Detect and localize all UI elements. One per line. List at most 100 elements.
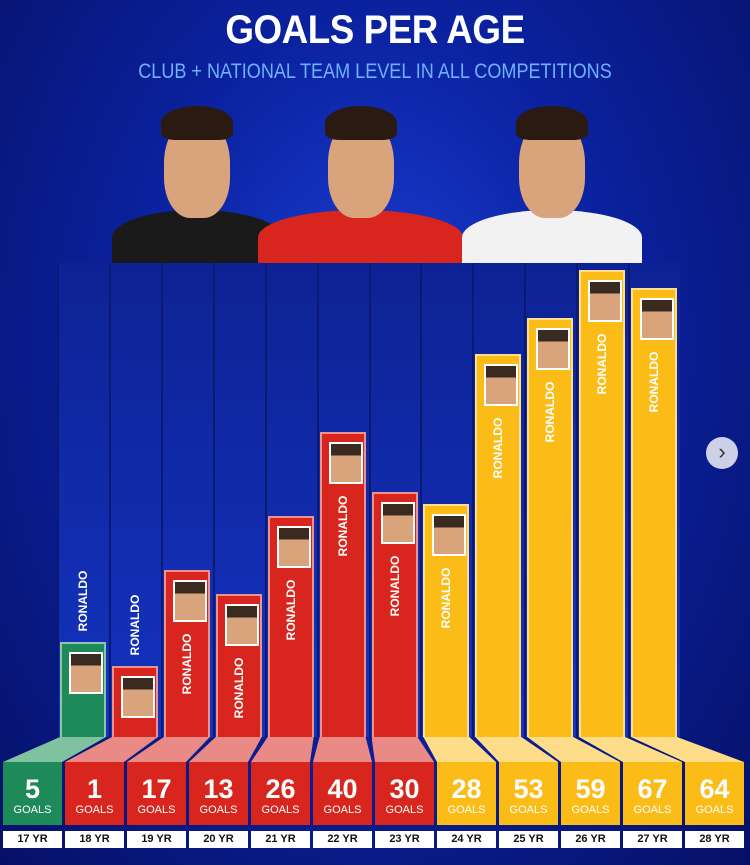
player-thumbnail [432,514,467,556]
value-tile: 53 GOALS [499,762,558,825]
chevron-right-icon[interactable]: › [706,437,738,469]
bar-base-top [313,737,372,762]
value-tile: 40 GOALS [313,762,372,825]
data-label: 13 [203,774,234,804]
unit-label: GOALS [385,804,424,816]
value-tile: 64 GOALS [685,762,744,825]
player-thumbnail [69,652,103,694]
bar: RONALDO [267,516,314,737]
column-lane [472,263,526,737]
data-label: 59 [575,774,606,804]
data-label: 67 [637,774,668,804]
column-lane [524,263,578,737]
column-lane [576,263,630,737]
data-label: 17 [141,774,172,804]
data-label: 5 [24,774,41,804]
bar-label: RONALDO [543,381,558,443]
value-tile: 17 GOALS [127,762,186,825]
data-label: 64 [699,774,730,804]
bar-base-top [371,737,434,762]
x-tick-label: 17 YR [3,831,62,848]
data-label: 53 [513,774,544,804]
data-label: 30 [389,774,420,804]
value-tile: 13 GOALS [189,762,248,825]
bar-base-top [251,737,314,762]
player-thumbnail [224,604,259,646]
unit-label: GOALS [13,804,52,816]
bar-label: RONALDO [439,567,454,629]
column-lane [420,263,474,737]
value-tile: 30 GOALS [375,762,434,825]
player-photo [462,100,642,265]
bar: RONALDO [60,571,106,737]
unit-label: GOALS [447,804,486,816]
unit-label: GOALS [695,804,734,816]
column-lane [264,263,319,737]
x-tick-label: 27 YR [623,831,682,848]
x-tick-label: 26 YR [561,831,620,848]
x-tick-label: 22 YR [313,831,372,848]
chart-panel: RONALDO RONALDO RONALDO RONALDO RONALDO RONAL… [57,263,680,737]
chart-title: GOALS PER AGE [225,8,525,52]
bar-label: RONALDO [231,657,246,719]
player-thumbnail [536,328,571,370]
x-tick-label: 18 YR [65,831,124,848]
bar-label: RONALDO [179,633,194,695]
bar: RONALDO [319,432,366,737]
value-tile: 26 GOALS [251,762,310,825]
player-photo [258,100,463,265]
x-tick-label: 28 YR [685,831,744,848]
x-tick-label: 24 YR [437,831,496,848]
x-tick-label: 21 YR [251,831,310,848]
unit-label: GOALS [633,804,672,816]
bar-label: RONALDO [335,495,350,557]
unit-label: GOALS [323,804,362,816]
column-lane [368,263,423,737]
bar-label: RONALDO [491,417,506,479]
player-thumbnail [380,502,415,544]
column-lane [212,263,267,737]
bar-label: RONALDO [647,351,662,413]
unit-label: GOALS [261,804,300,816]
player-photo [112,100,282,265]
value-tile: 59 GOALS [561,762,620,825]
x-tick-label: 20 YR [189,831,248,848]
player-thumbnail [120,676,155,718]
value-tile: 67 GOALS [623,762,682,825]
bar: RONALDO [215,594,262,737]
bar: RONALDO [579,270,626,737]
player-thumbnail [484,364,519,406]
bar: RONALDO [371,492,418,737]
player-thumbnail [276,526,311,568]
data-label: 40 [327,774,358,804]
bar-label: RONALDO [595,333,610,395]
column-lane [57,263,111,737]
column-lane [628,263,682,737]
x-tick-label: 23 YR [375,831,434,848]
bar: RONALDO [631,288,678,737]
unit-label: GOALS [571,804,610,816]
player-thumbnail [588,280,623,322]
value-tile: 1 GOALS [65,762,124,825]
bar: RONALDO [475,354,522,737]
column-lane [316,263,371,737]
player-thumbnail [640,298,675,340]
bar: RONALDO [111,595,158,737]
bar-label: RONALDO [387,555,402,617]
unit-label: GOALS [75,804,114,816]
unit-label: GOALS [199,804,238,816]
x-tick-label: 19 YR [127,831,186,848]
bar-label: RONALDO [127,594,142,656]
data-label: 1 [86,774,103,804]
player-thumbnail [328,442,363,484]
value-tile: 28 GOALS [437,762,496,825]
chart-subtitle: CLUB + NATIONAL TEAM LEVEL IN ALL COMPET… [138,60,612,83]
value-tile: 5 GOALS [3,762,62,825]
x-tick-label: 25 YR [499,831,558,848]
player-thumbnail [172,580,207,622]
bar-label: RONALDO [76,570,90,632]
bar-label: RONALDO [283,579,298,641]
data-label: 26 [265,774,296,804]
bar: RONALDO [527,318,574,737]
